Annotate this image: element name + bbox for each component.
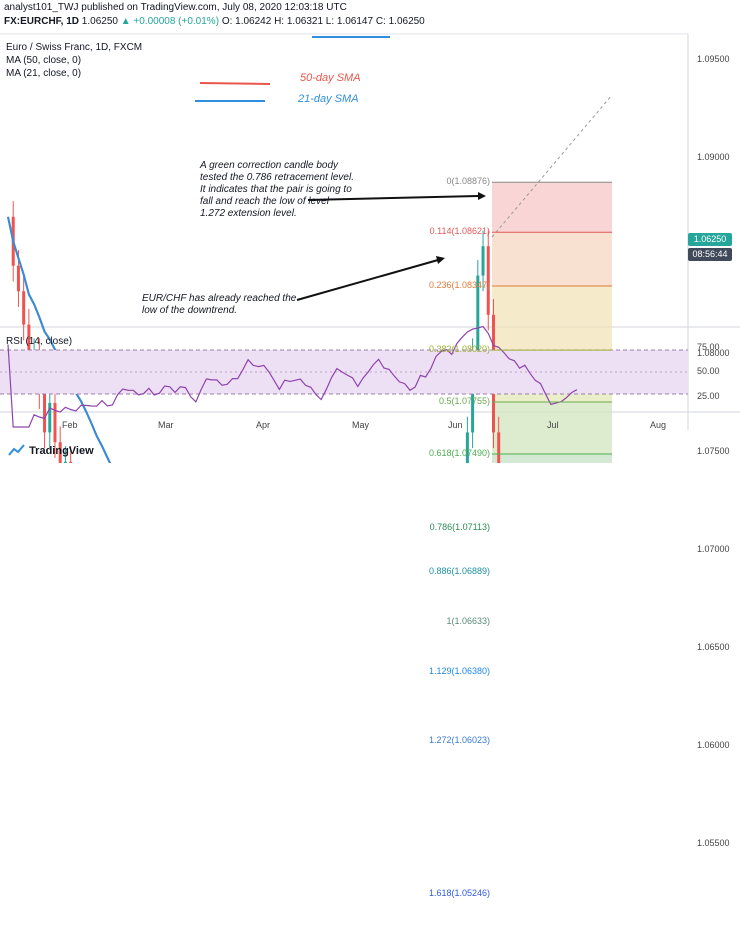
countdown-box: 08:56:44	[688, 248, 732, 261]
candle-body	[476, 275, 480, 354]
tradingview-logo[interactable]: TradingView	[8, 444, 94, 457]
fib-level-label: 1(1.06633)	[446, 615, 490, 626]
candle-body	[22, 291, 26, 325]
fib-zone-band	[492, 182, 612, 233]
rsi-line	[7, 325, 578, 428]
fib-level-label: 1.129(1.06380)	[428, 665, 490, 676]
fib-level-label: 1.618(1.05246)	[428, 887, 490, 898]
ma50-swatch	[199, 82, 271, 85]
tradingview-icon	[8, 444, 25, 456]
fib-level-label: 0.236(1.08347)	[428, 279, 490, 290]
candle-body	[53, 403, 57, 443]
downtrend-arrow	[296, 259, 439, 301]
sma50-label: 50-day SMA	[300, 72, 361, 84]
candle-body	[481, 246, 485, 276]
fib-level-label: 0.618(1.07490)	[428, 447, 490, 458]
candle-body	[497, 432, 501, 463]
sma21-label: 21-day SMA	[298, 93, 359, 105]
ohlc-values: O: 1.06242 H: 1.06321 L: 1.06147 C: 1.06…	[221, 16, 425, 27]
time-tick: Jun	[448, 420, 463, 430]
fib-trend-line	[491, 94, 613, 238]
candle-body	[58, 442, 62, 463]
downtrend-annotation: EUR/CHF has already reached the low of t…	[142, 293, 297, 316]
fib-level-label: 1.272(1.06023)	[428, 735, 490, 746]
ma21-line	[7, 216, 112, 463]
time-tick: Apr	[256, 420, 271, 430]
candle-body	[69, 461, 73, 463]
legend-rsi: RSI (14, close)	[6, 336, 73, 347]
brand-name: TradingView	[29, 445, 94, 457]
candle-body	[27, 324, 31, 374]
symbol: FX:EURCHF, 1D	[4, 16, 80, 27]
fib-zone-band	[492, 232, 612, 286]
correction-annotation: A green correction candle body tested th…	[200, 160, 354, 219]
fib-level-label: 0.5(1.07755)	[438, 396, 490, 407]
fib-level-label: 0.382(1.08020)	[428, 344, 490, 355]
candle-body	[48, 403, 52, 433]
fib-level-label: 0.786(1.07113)	[429, 521, 490, 532]
legend-ma21: MA (21, close, 0)	[6, 68, 82, 79]
fib-level-label: 0.886(1.06889)	[428, 565, 490, 576]
fib-level-label: 0(1.08876)	[446, 176, 490, 187]
price-change: ▲ +0.00008 (+0.01%)	[120, 16, 220, 27]
price-tick: 1.06000	[697, 740, 730, 750]
price-chart[interactable]	[0, 0, 740, 463]
rsi-tick: 75.00	[697, 342, 720, 352]
time-tick: Mar	[158, 420, 174, 430]
candle-body	[63, 461, 67, 463]
fib-zone-band	[492, 285, 612, 351]
fib-level-label: 0.114(1.08621)	[429, 226, 490, 237]
symbol-info: FX:EURCHF, 1D 1.06250 ▲ +0.00008 (+0.01%…	[4, 16, 425, 27]
candle-body	[465, 432, 469, 463]
chart-title: Euro / Swiss Franc, 1D, FXCM	[6, 42, 143, 53]
time-tick: Feb	[62, 420, 78, 430]
current-price-box: 1.06250	[688, 233, 732, 246]
candle-body	[43, 393, 47, 433]
price-tick: 1.07500	[697, 446, 730, 456]
publish-info: analyst101_TWJ published on TradingView.…	[4, 2, 347, 13]
candle-body	[486, 246, 490, 315]
price-tick: 1.09000	[697, 152, 730, 162]
price-tick: 1.06500	[697, 642, 730, 652]
price-tick: 1.08000	[697, 348, 730, 358]
time-tick: Aug	[650, 420, 667, 430]
correction-arrow	[307, 195, 479, 201]
fib-zone-band	[492, 453, 612, 463]
candle-body	[16, 265, 20, 292]
last-price: 1.06250	[81, 16, 118, 27]
rsi-tick: 50.00	[697, 366, 720, 376]
fib-zone-band	[492, 402, 612, 454]
rsi-band	[0, 350, 688, 394]
rsi-tick: 25.00	[697, 391, 720, 401]
price-tick: 1.09500	[697, 54, 730, 64]
legend-ma50: MA (50, close, 0)	[6, 55, 82, 66]
time-tick: May	[352, 420, 370, 430]
price-tick: 1.05500	[697, 838, 730, 848]
time-tick: Jul	[547, 420, 559, 430]
price-tick: 1.07000	[697, 544, 730, 554]
